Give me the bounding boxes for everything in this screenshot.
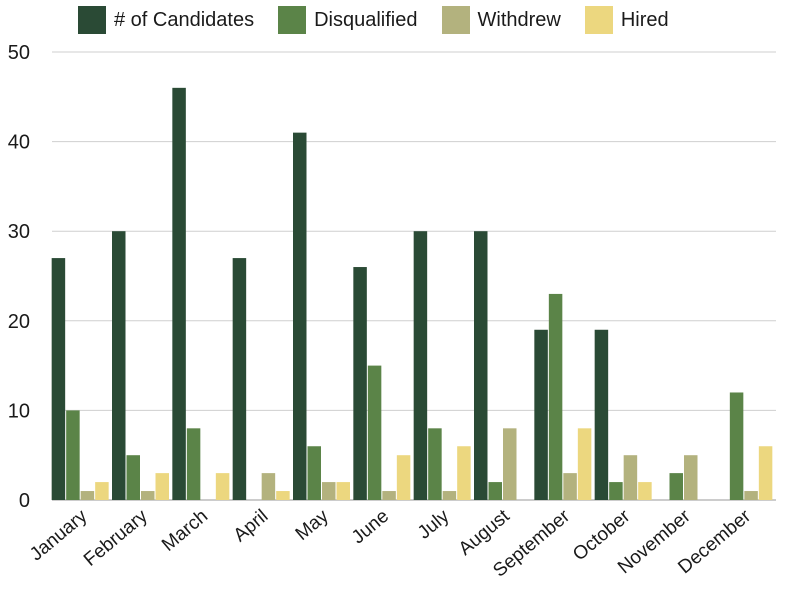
bar-july-series-1 — [428, 428, 442, 500]
legend-item-disqualified: Disqualified — [278, 6, 418, 34]
bar-march-series-1 — [186, 428, 201, 500]
bar-april-series-3 — [276, 491, 290, 500]
y-tick-label-40: 40 — [8, 132, 30, 154]
bar-february-series-3 — [155, 473, 169, 500]
bar-january-series-2 — [80, 491, 95, 500]
x-tick-label-july: July — [414, 505, 454, 543]
y-tick-label-30: 30 — [8, 221, 30, 243]
y-tick-label-10: 10 — [8, 400, 30, 422]
y-tick-label-50: 50 — [8, 42, 30, 64]
legend-swatch-hired — [584, 6, 613, 34]
bar-july-series-3 — [457, 446, 471, 500]
bar-december-series-1 — [729, 392, 744, 500]
bar-october-series-1 — [609, 482, 623, 500]
bar-september-series-3 — [577, 428, 592, 500]
bar-may-series-2 — [322, 482, 336, 500]
bar-april-series-0 — [232, 258, 247, 500]
bar-february-series-1 — [126, 455, 140, 500]
bar-february-series-2 — [141, 491, 155, 500]
bar-june-series-3 — [396, 455, 411, 500]
bar-march-series-3 — [215, 473, 230, 500]
bar-february-series-0 — [112, 231, 126, 500]
legend-label-withdrew: Withdrew — [477, 8, 561, 31]
bar-may-series-0 — [293, 132, 307, 500]
bar-october-series-3 — [638, 482, 652, 500]
bar-june-series-1 — [367, 365, 382, 500]
y-tick-label-20: 20 — [8, 311, 30, 333]
legend-label-candidates: # of Candidates — [114, 8, 255, 31]
bar-june-series-2 — [382, 491, 396, 500]
bar-may-series-3 — [336, 482, 350, 500]
legend-item-candidates: # of Candidates — [78, 6, 254, 34]
bar-september-series-2 — [563, 473, 577, 500]
bar-december-series-2 — [744, 491, 758, 500]
bar-june-series-0 — [353, 267, 367, 500]
bar-august-series-1 — [488, 482, 502, 500]
x-tick-label-may: May — [292, 505, 333, 544]
bar-october-series-2 — [623, 455, 638, 500]
bar-january-series-1 — [66, 410, 80, 500]
x-tick-label-march: March — [158, 506, 212, 556]
legend-label-hired: Hired — [620, 8, 669, 31]
legend-swatch-candidates — [78, 6, 106, 34]
x-tick-label-june: June — [348, 506, 393, 549]
chart-legend: # of Candidates Disqualified Withdrew Hi… — [78, 6, 693, 34]
bar-august-series-0 — [474, 231, 488, 500]
legend-swatch-withdrew — [441, 6, 470, 34]
legend-label-disqualified: Disqualified — [314, 8, 418, 31]
bar-july-series-0 — [413, 231, 428, 500]
bar-september-series-1 — [548, 293, 563, 500]
bar-september-series-0 — [534, 329, 548, 500]
y-tick-label-0: 0 — [19, 490, 30, 512]
legend-item-hired: Hired — [584, 6, 669, 34]
bar-july-series-2 — [442, 491, 457, 500]
bar-december-series-3 — [758, 446, 773, 500]
bar-april-series-2 — [261, 473, 276, 500]
bar-january-series-0 — [51, 258, 66, 500]
bar-august-series-2 — [503, 428, 517, 500]
x-tick-label-february: February — [80, 505, 152, 570]
legend-item-withdrew: Withdrew — [441, 6, 561, 34]
bar-may-series-1 — [307, 446, 321, 500]
bar-october-series-0 — [594, 329, 609, 500]
bar-march-series-0 — [172, 87, 186, 500]
x-tick-label-april: April — [230, 506, 273, 547]
bar-november-series-2 — [684, 455, 698, 500]
bar-november-series-1 — [669, 473, 683, 500]
bar-january-series-3 — [95, 482, 109, 500]
legend-swatch-disqualified — [278, 6, 307, 34]
